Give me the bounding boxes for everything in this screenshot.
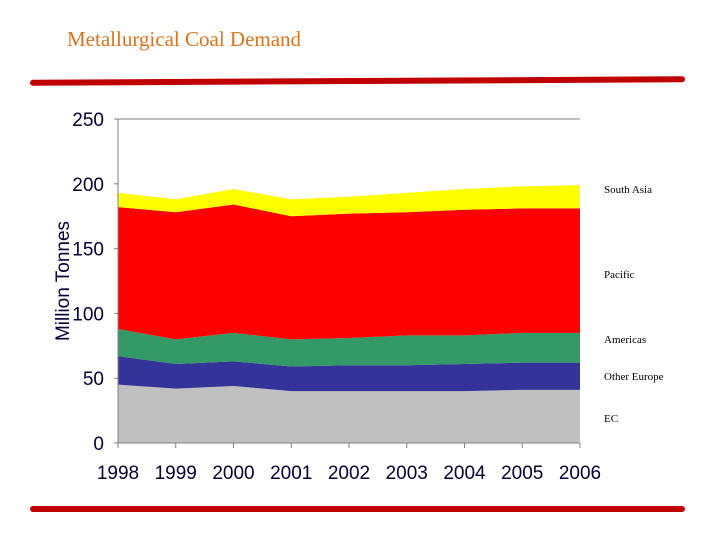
y-tick-label: 250 — [72, 110, 104, 131]
y-tick-label: 100 — [72, 304, 104, 325]
x-tick-label: 2003 — [386, 463, 428, 484]
y-tick-label: 0 — [93, 434, 104, 455]
bottom-divider — [30, 506, 685, 512]
y-tick-label: 50 — [83, 369, 104, 390]
x-tick-label: 2005 — [501, 463, 543, 484]
y-tick-label: 200 — [72, 175, 104, 196]
x-tick-label: 2006 — [559, 463, 601, 484]
area-other-europe — [118, 356, 580, 392]
area-south-asia — [118, 185, 580, 217]
area-americas — [118, 328, 580, 367]
label-americas: Americas — [604, 334, 647, 346]
slide-title: Metallurgical Coal Demand — [67, 27, 302, 51]
x-tick-label: 2004 — [443, 463, 486, 484]
y-tick-label: 150 — [72, 240, 104, 261]
label-pacific: Pacific — [604, 269, 635, 281]
area-ec — [118, 384, 580, 443]
x-tick-label: 2001 — [270, 463, 312, 484]
label-other-europe: Other Europe — [604, 371, 664, 383]
label-ec: EC — [604, 413, 619, 425]
area-pacific — [118, 204, 580, 340]
x-tick-label: 2002 — [328, 463, 370, 484]
label-south-asia: South Asia — [604, 184, 652, 196]
y-axis-label: Million Tonnes — [53, 221, 74, 341]
x-tick-label: 1998 — [97, 463, 139, 484]
x-tick-label: 2000 — [212, 463, 254, 484]
x-tick-label: 1999 — [155, 463, 197, 484]
